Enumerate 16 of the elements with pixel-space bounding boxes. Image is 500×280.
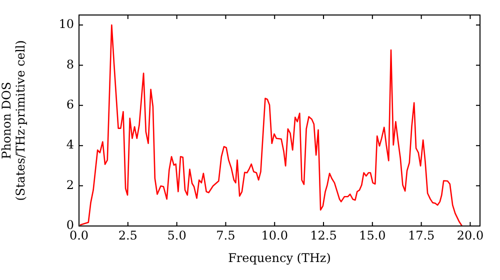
y-tick-label: 4	[66, 138, 74, 152]
x-tick-label: 10.0	[261, 228, 288, 242]
y-axis-title: Phonon DOS (States/THz·primitive cell)	[0, 40, 28, 201]
y-tick-label: 8	[66, 57, 74, 72]
x-tick-label: 12.5	[310, 228, 337, 242]
x-tick-label: 0.0	[69, 228, 89, 242]
x-axis-title: Frequency (THz)	[228, 250, 331, 265]
y-tick-label: 6	[66, 98, 74, 112]
x-tick-label: 2.5	[118, 228, 138, 242]
x-tick-label: 5.0	[167, 228, 186, 242]
x-tick-label: 7.5	[216, 228, 236, 242]
y-tick-label: 2	[66, 178, 74, 192]
x-tick-label: 17.5	[408, 228, 435, 242]
x-tick-label: 20.0	[456, 228, 484, 242]
y-tick-label: 10	[58, 17, 74, 32]
x-tick-label: 15.0	[359, 228, 386, 242]
